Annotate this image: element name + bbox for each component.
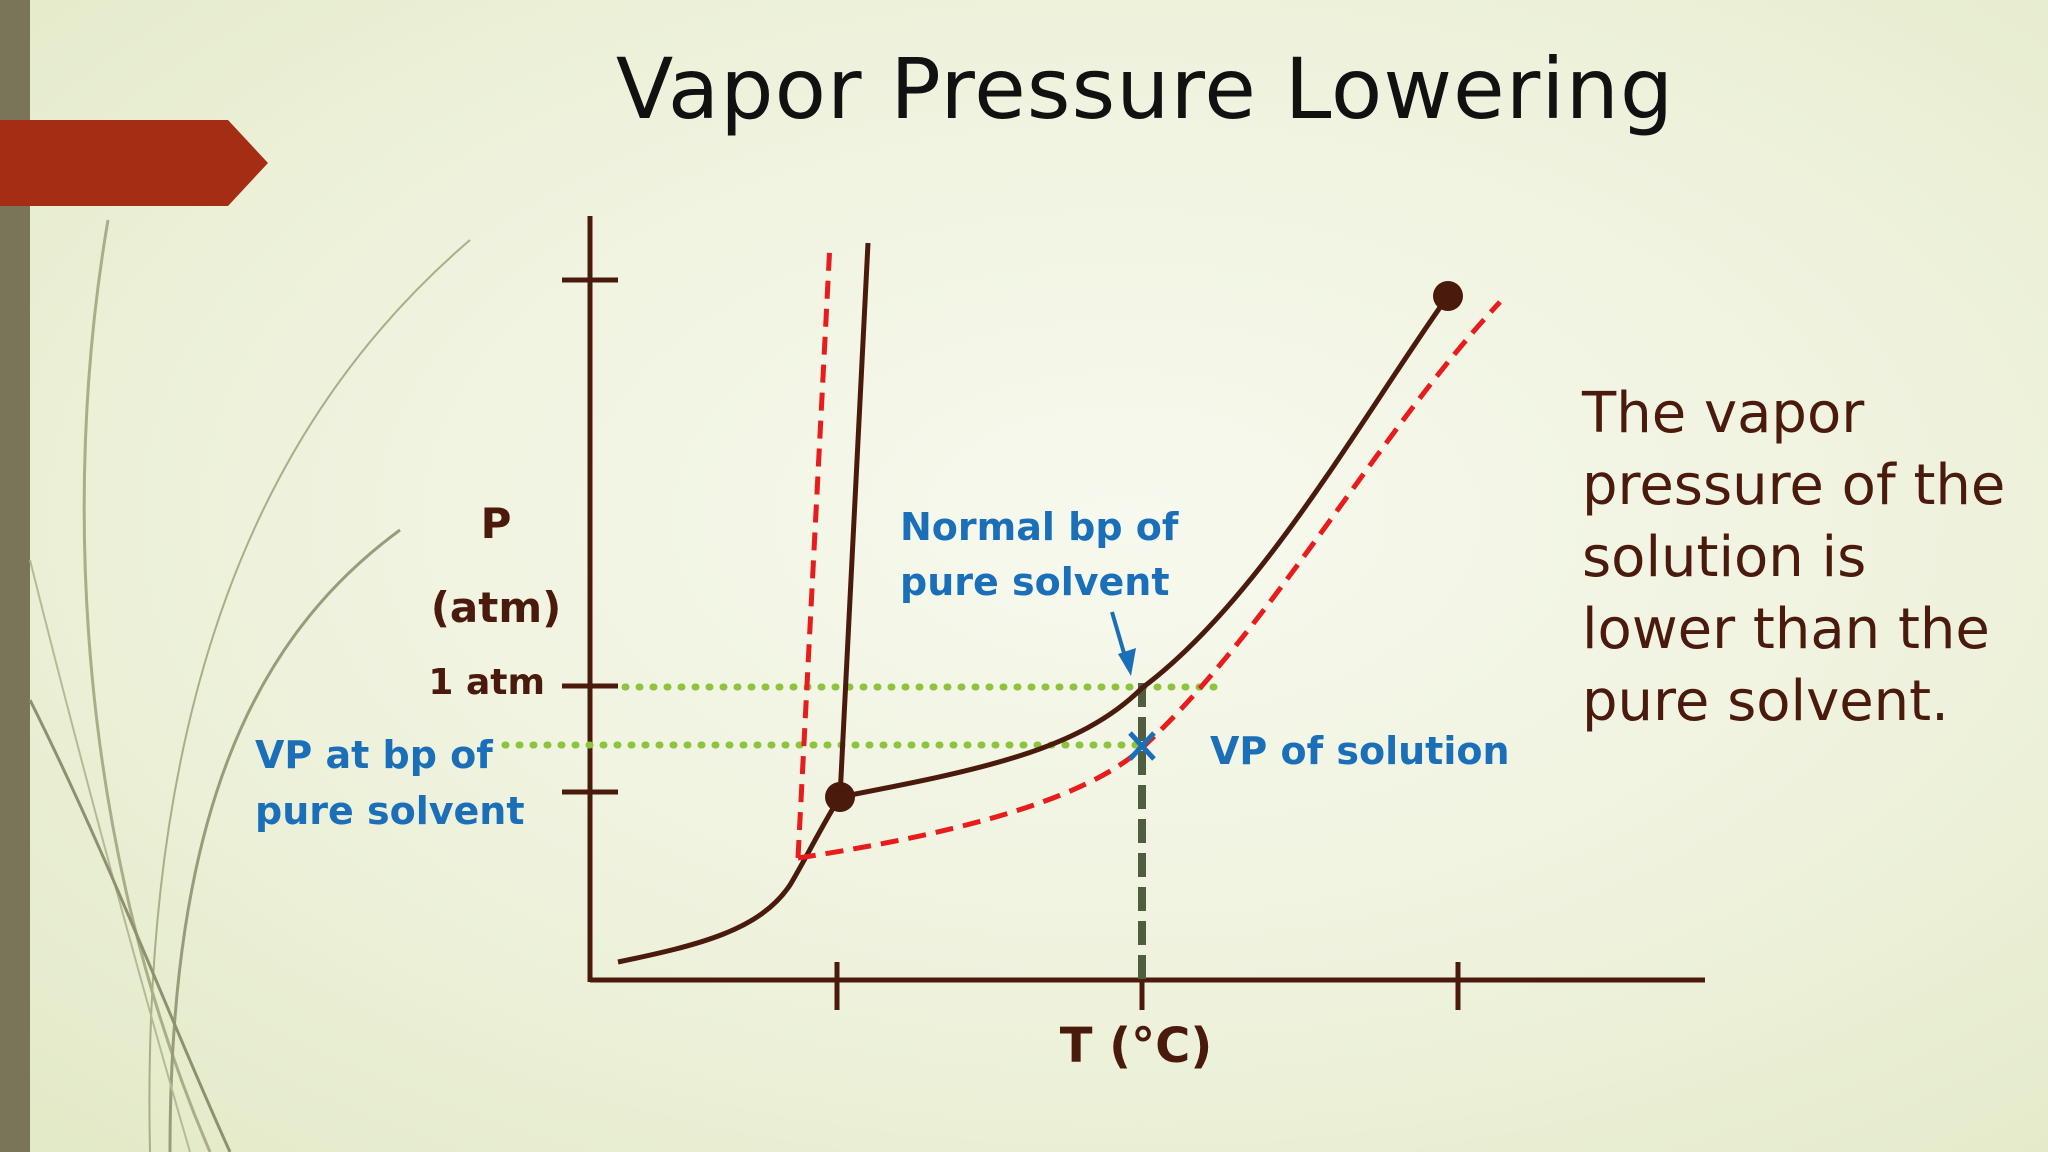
x-mark-icon bbox=[1128, 731, 1156, 761]
y-axis-label-p: P bbox=[481, 499, 512, 548]
pure-solvent-melting-line bbox=[837, 242, 871, 798]
side-explanation: The vapor pressure of the solution is lo… bbox=[1582, 378, 2032, 738]
one-atm-label: 1 atm bbox=[428, 662, 545, 703]
triple-point-dot bbox=[825, 782, 855, 812]
side-text-line: solution is bbox=[1582, 525, 1867, 590]
vp-at-bp-label-line2: pure solvent bbox=[255, 789, 525, 833]
solution-melting-line bbox=[795, 242, 833, 859]
critical-point-dot bbox=[1433, 281, 1463, 311]
slide-title: Vapor Pressure Lowering bbox=[615, 40, 1675, 138]
side-text-line: The vapor bbox=[1582, 381, 1865, 446]
decorative-swooshes bbox=[28, 219, 471, 1152]
vp-at-bp-label-line1: VP at bp of bbox=[255, 733, 493, 777]
solution-vapor-curve bbox=[797, 300, 1502, 861]
normal-bp-label-line1: Normal bp of bbox=[900, 505, 1179, 549]
side-text-line: pure solvent. bbox=[1582, 669, 1949, 734]
vp-solution-label: VP of solution bbox=[1210, 729, 1510, 773]
pure-solvent-sublimation-curve bbox=[617, 795, 843, 965]
side-text-line: lower than the bbox=[1582, 597, 1990, 662]
accent-arrow-banner bbox=[0, 120, 268, 206]
y-axis-label-unit: (atm) bbox=[431, 583, 562, 632]
normal-bp-label-line2: pure solvent bbox=[900, 560, 1170, 604]
x-axis-label: T (°C) bbox=[1060, 1018, 1213, 1074]
side-text-line: pressure of the bbox=[1582, 453, 2006, 518]
pure-solvent-vapor-curve bbox=[839, 294, 1451, 800]
arrow-down-icon bbox=[1110, 611, 1136, 676]
